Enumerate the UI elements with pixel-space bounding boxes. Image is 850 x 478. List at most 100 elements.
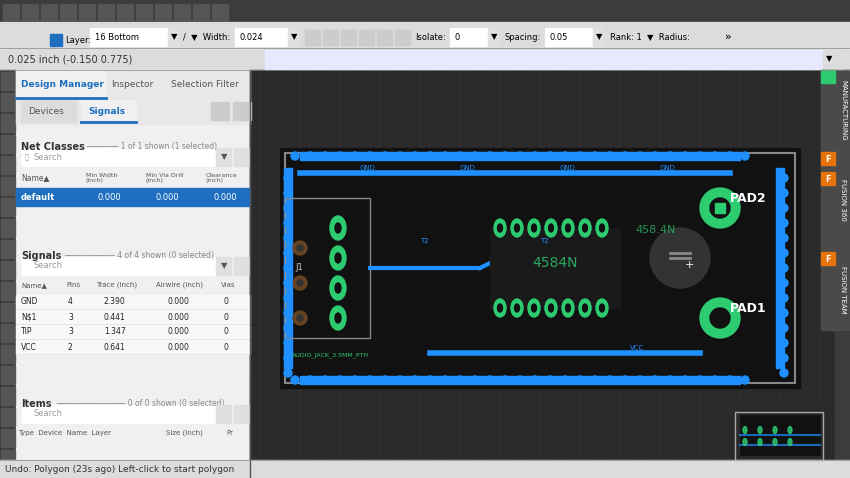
Ellipse shape bbox=[545, 299, 557, 317]
Bar bbox=[1, 72, 15, 90]
Bar bbox=[21, 405, 231, 423]
Ellipse shape bbox=[582, 224, 587, 232]
Text: ▼: ▼ bbox=[596, 33, 603, 42]
Circle shape bbox=[501, 376, 509, 384]
Bar bbox=[90, 28, 170, 46]
Text: TIP: TIP bbox=[21, 327, 32, 337]
Bar bbox=[1, 261, 15, 279]
Ellipse shape bbox=[545, 219, 557, 237]
Text: 4584N: 4584N bbox=[532, 256, 578, 270]
Ellipse shape bbox=[548, 304, 553, 312]
Circle shape bbox=[780, 369, 788, 377]
Circle shape bbox=[651, 376, 659, 384]
Text: Net Classes: Net Classes bbox=[21, 142, 85, 152]
Text: 0.000: 0.000 bbox=[168, 297, 190, 306]
Text: Selection Filter: Selection Filter bbox=[171, 79, 239, 88]
Bar bbox=[835, 70, 850, 478]
Text: ─────────── 4 of 4 shown (0 selected): ─────────── 4 of 4 shown (0 selected) bbox=[64, 251, 214, 260]
Text: F: F bbox=[825, 254, 830, 263]
Circle shape bbox=[576, 376, 584, 384]
Text: 4: 4 bbox=[68, 297, 73, 306]
Circle shape bbox=[284, 369, 292, 377]
Circle shape bbox=[426, 152, 434, 160]
Text: PAD1: PAD1 bbox=[730, 302, 767, 315]
Ellipse shape bbox=[596, 299, 608, 317]
Circle shape bbox=[293, 241, 307, 255]
Bar bbox=[81, 100, 136, 122]
Text: Size (inch): Size (inch) bbox=[166, 430, 203, 436]
Text: Search: Search bbox=[34, 261, 63, 271]
Text: Airwire (inch): Airwire (inch) bbox=[156, 282, 203, 288]
Ellipse shape bbox=[528, 219, 540, 237]
Bar bbox=[740, 415, 820, 455]
Bar bbox=[16, 340, 250, 354]
Circle shape bbox=[486, 152, 494, 160]
Text: 0.000: 0.000 bbox=[214, 193, 238, 202]
Bar bbox=[1, 156, 15, 174]
Ellipse shape bbox=[494, 299, 506, 317]
Ellipse shape bbox=[497, 304, 502, 312]
Circle shape bbox=[780, 339, 788, 347]
Text: Rank: 1  ▼  Radius:: Rank: 1 ▼ Radius: bbox=[610, 33, 690, 42]
Text: 0.000: 0.000 bbox=[168, 343, 190, 351]
Ellipse shape bbox=[562, 219, 574, 237]
Circle shape bbox=[291, 152, 299, 160]
Circle shape bbox=[710, 308, 730, 328]
Text: 0.641: 0.641 bbox=[104, 343, 126, 351]
Circle shape bbox=[486, 376, 494, 384]
Circle shape bbox=[381, 376, 389, 384]
Circle shape bbox=[591, 152, 599, 160]
Circle shape bbox=[291, 376, 299, 384]
Bar bbox=[212, 4, 228, 20]
Circle shape bbox=[441, 152, 449, 160]
Circle shape bbox=[516, 152, 524, 160]
Circle shape bbox=[666, 376, 674, 384]
Circle shape bbox=[366, 152, 374, 160]
Ellipse shape bbox=[514, 224, 519, 232]
Text: Signals: Signals bbox=[88, 107, 125, 116]
Circle shape bbox=[681, 152, 689, 160]
Ellipse shape bbox=[773, 438, 777, 445]
Circle shape bbox=[710, 198, 730, 218]
Text: ─────── 1 of 1 shown (1 selected): ─────── 1 of 1 shown (1 selected) bbox=[86, 142, 217, 151]
Text: Type  Device  Name  Layer: Type Device Name Layer bbox=[18, 430, 111, 436]
Text: 0: 0 bbox=[455, 33, 460, 42]
Bar bbox=[168, 28, 178, 46]
Ellipse shape bbox=[758, 426, 762, 434]
Text: Search: Search bbox=[34, 152, 63, 162]
Ellipse shape bbox=[330, 216, 346, 240]
Text: Search: Search bbox=[34, 410, 63, 419]
Text: ▼: ▼ bbox=[221, 152, 228, 162]
Text: ─────────────── 0 of 0 shown (0 selected): ─────────────── 0 of 0 shown (0 selected… bbox=[56, 399, 224, 408]
Text: MANUFACTURING: MANUFACTURING bbox=[840, 80, 846, 141]
Circle shape bbox=[780, 249, 788, 257]
Circle shape bbox=[396, 152, 404, 160]
Text: 0.05: 0.05 bbox=[550, 33, 569, 42]
Ellipse shape bbox=[579, 219, 591, 237]
Bar bbox=[21, 148, 231, 166]
Circle shape bbox=[284, 339, 292, 347]
Circle shape bbox=[456, 376, 464, 384]
Bar bbox=[395, 30, 410, 45]
Circle shape bbox=[636, 376, 644, 384]
Circle shape bbox=[700, 298, 740, 338]
Circle shape bbox=[321, 152, 329, 160]
Bar bbox=[488, 28, 498, 46]
Bar bbox=[821, 250, 850, 330]
Circle shape bbox=[711, 152, 719, 160]
Circle shape bbox=[780, 234, 788, 242]
Text: /  ▼  Width:: / ▼ Width: bbox=[183, 33, 230, 42]
Text: Clearance
(inch): Clearance (inch) bbox=[206, 173, 238, 184]
Bar bbox=[300, 376, 740, 384]
Bar bbox=[41, 4, 57, 20]
Text: 0.000: 0.000 bbox=[98, 193, 122, 202]
Ellipse shape bbox=[599, 224, 604, 232]
Bar bbox=[117, 4, 133, 20]
Circle shape bbox=[780, 354, 788, 362]
Bar bbox=[16, 70, 250, 98]
Ellipse shape bbox=[579, 299, 591, 317]
Bar bbox=[3, 4, 19, 20]
Bar bbox=[1, 408, 15, 426]
Circle shape bbox=[780, 189, 788, 197]
Bar bbox=[216, 405, 231, 423]
